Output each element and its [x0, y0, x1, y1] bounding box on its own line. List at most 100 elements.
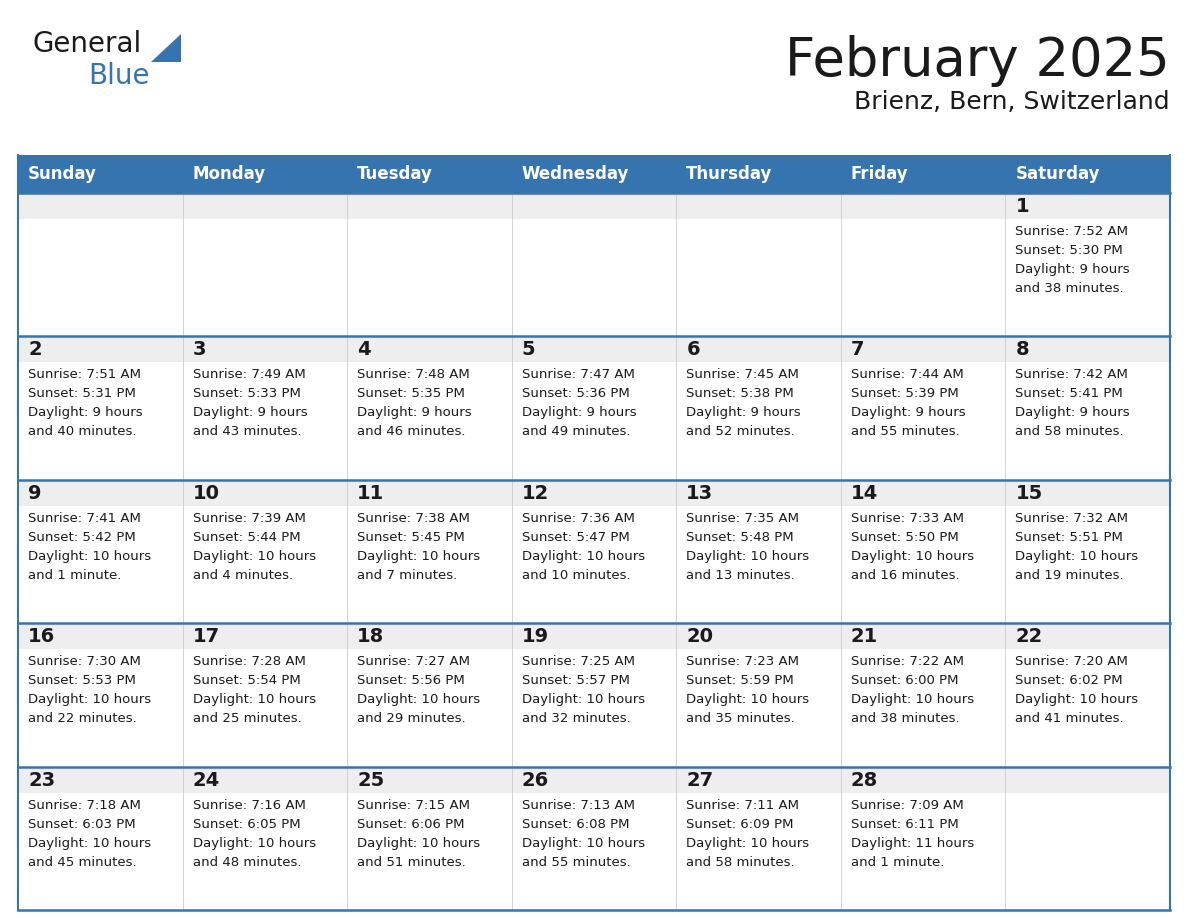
Text: Sunrise: 7:25 AM: Sunrise: 7:25 AM	[522, 655, 634, 668]
Text: and 40 minutes.: and 40 minutes.	[29, 425, 137, 439]
Bar	[183, 767, 347, 792]
Text: Sunrise: 7:30 AM: Sunrise: 7:30 AM	[29, 655, 141, 668]
Bar	[841, 767, 1005, 792]
Bar	[347, 480, 512, 506]
Text: Sunset: 6:05 PM: Sunset: 6:05 PM	[192, 818, 301, 831]
Bar	[841, 219, 1005, 336]
Text: 18: 18	[358, 627, 385, 646]
Bar	[183, 193, 347, 219]
Bar	[1005, 193, 1170, 219]
Bar	[512, 336, 676, 363]
Text: 5: 5	[522, 341, 536, 360]
Bar	[18, 767, 183, 792]
Text: and 58 minutes.: and 58 minutes.	[1016, 425, 1124, 439]
Text: 3: 3	[192, 341, 206, 360]
Text: Thursday: Thursday	[687, 165, 772, 183]
Text: and 16 minutes.: and 16 minutes.	[851, 569, 960, 582]
Text: Daylight: 10 hours: Daylight: 10 hours	[192, 836, 316, 849]
Bar	[676, 767, 841, 792]
Text: Daylight: 10 hours: Daylight: 10 hours	[358, 550, 480, 563]
Bar	[512, 792, 676, 910]
Text: Sunset: 6:06 PM: Sunset: 6:06 PM	[358, 818, 465, 831]
Text: 8: 8	[1016, 341, 1029, 360]
Text: Sunrise: 7:09 AM: Sunrise: 7:09 AM	[851, 799, 963, 812]
Bar	[347, 219, 512, 336]
Text: Sunset: 5:56 PM: Sunset: 5:56 PM	[358, 674, 465, 688]
Text: Sunrise: 7:18 AM: Sunrise: 7:18 AM	[29, 799, 141, 812]
Text: 16: 16	[29, 627, 56, 646]
Bar	[841, 792, 1005, 910]
Text: Sunset: 5:45 PM: Sunset: 5:45 PM	[358, 531, 465, 543]
Bar	[841, 480, 1005, 506]
Bar	[512, 363, 676, 480]
Text: Sunrise: 7:36 AM: Sunrise: 7:36 AM	[522, 512, 634, 525]
Text: 9: 9	[29, 484, 42, 503]
Text: and 58 minutes.: and 58 minutes.	[687, 856, 795, 868]
Bar	[18, 193, 183, 219]
Text: Sunset: 5:36 PM: Sunset: 5:36 PM	[522, 387, 630, 400]
Text: Sunrise: 7:20 AM: Sunrise: 7:20 AM	[1016, 655, 1129, 668]
Bar	[512, 767, 676, 792]
Text: Brienz, Bern, Switzerland: Brienz, Bern, Switzerland	[854, 90, 1170, 114]
Text: and 43 minutes.: and 43 minutes.	[192, 425, 302, 439]
Text: Sunset: 5:41 PM: Sunset: 5:41 PM	[1016, 387, 1123, 400]
Text: General: General	[33, 30, 143, 58]
Bar	[347, 363, 512, 480]
Text: and 29 minutes.: and 29 minutes.	[358, 712, 466, 725]
Text: Daylight: 10 hours: Daylight: 10 hours	[29, 693, 151, 706]
Bar	[512, 623, 676, 649]
Bar	[18, 363, 183, 480]
Bar	[676, 219, 841, 336]
Text: Daylight: 10 hours: Daylight: 10 hours	[687, 693, 809, 706]
Text: Daylight: 10 hours: Daylight: 10 hours	[522, 836, 645, 849]
Bar	[183, 623, 347, 649]
Text: 17: 17	[192, 627, 220, 646]
Text: 19: 19	[522, 627, 549, 646]
Bar	[676, 336, 841, 363]
Text: Tuesday: Tuesday	[358, 165, 432, 183]
Text: Sunrise: 7:35 AM: Sunrise: 7:35 AM	[687, 512, 800, 525]
Text: Sunset: 5:51 PM: Sunset: 5:51 PM	[1016, 531, 1124, 543]
Bar	[1005, 506, 1170, 623]
Polygon shape	[151, 34, 181, 62]
Text: Daylight: 9 hours: Daylight: 9 hours	[1016, 407, 1130, 420]
Text: Sunset: 5:30 PM: Sunset: 5:30 PM	[1016, 244, 1123, 257]
Bar	[18, 336, 183, 363]
Text: Sunrise: 7:44 AM: Sunrise: 7:44 AM	[851, 368, 963, 381]
Bar	[347, 506, 512, 623]
Text: Sunset: 6:08 PM: Sunset: 6:08 PM	[522, 818, 630, 831]
Text: and 7 minutes.: and 7 minutes.	[358, 569, 457, 582]
Text: Sunset: 6:09 PM: Sunset: 6:09 PM	[687, 818, 794, 831]
Text: Daylight: 10 hours: Daylight: 10 hours	[358, 693, 480, 706]
Text: Sunset: 6:00 PM: Sunset: 6:00 PM	[851, 674, 959, 688]
Text: Daylight: 10 hours: Daylight: 10 hours	[1016, 550, 1138, 563]
Bar	[676, 506, 841, 623]
Text: and 45 minutes.: and 45 minutes.	[29, 856, 137, 868]
Text: Sunset: 5:48 PM: Sunset: 5:48 PM	[687, 531, 794, 543]
Text: 27: 27	[687, 770, 714, 789]
Bar	[1005, 623, 1170, 649]
Text: Daylight: 10 hours: Daylight: 10 hours	[192, 693, 316, 706]
Text: Sunset: 5:39 PM: Sunset: 5:39 PM	[851, 387, 959, 400]
Text: Daylight: 10 hours: Daylight: 10 hours	[522, 550, 645, 563]
Bar	[183, 480, 347, 506]
Bar	[183, 336, 347, 363]
Text: Sunrise: 7:33 AM: Sunrise: 7:33 AM	[851, 512, 963, 525]
Text: Sunrise: 7:38 AM: Sunrise: 7:38 AM	[358, 512, 470, 525]
Text: Sunset: 6:03 PM: Sunset: 6:03 PM	[29, 818, 135, 831]
Bar	[1005, 336, 1170, 363]
Text: Sunset: 6:11 PM: Sunset: 6:11 PM	[851, 818, 959, 831]
Text: Daylight: 9 hours: Daylight: 9 hours	[1016, 263, 1130, 276]
Text: and 38 minutes.: and 38 minutes.	[1016, 282, 1124, 295]
Bar	[1005, 363, 1170, 480]
Bar	[18, 219, 183, 336]
Text: Sunrise: 7:32 AM: Sunrise: 7:32 AM	[1016, 512, 1129, 525]
Text: Daylight: 9 hours: Daylight: 9 hours	[29, 407, 143, 420]
Bar	[183, 792, 347, 910]
Text: 13: 13	[687, 484, 714, 503]
Text: and 55 minutes.: and 55 minutes.	[522, 856, 631, 868]
Text: Sunrise: 7:47 AM: Sunrise: 7:47 AM	[522, 368, 634, 381]
Text: Sunset: 5:31 PM: Sunset: 5:31 PM	[29, 387, 135, 400]
Bar	[841, 336, 1005, 363]
Text: and 32 minutes.: and 32 minutes.	[522, 712, 631, 725]
